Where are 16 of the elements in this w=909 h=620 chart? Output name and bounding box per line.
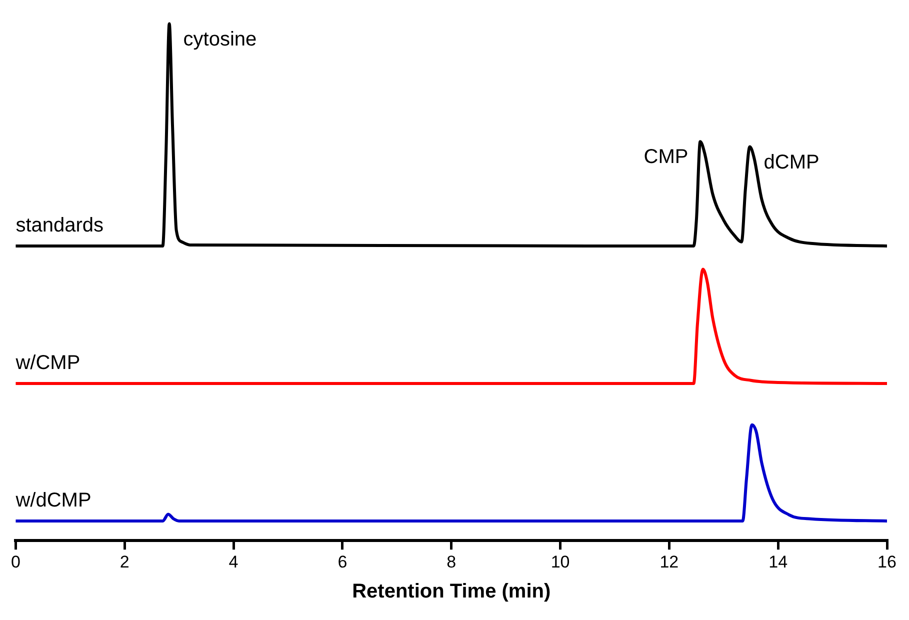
- series-label: standards: [16, 214, 104, 237]
- x-tick-label: 12: [660, 552, 679, 572]
- x-tick-label: 0: [10, 552, 20, 572]
- x-tick-label: 14: [768, 552, 788, 572]
- series-label: w/CMP: [14, 352, 80, 374]
- x-tick-label: 4: [228, 552, 238, 572]
- x-tick-label: 2: [120, 552, 130, 572]
- annotation: dCMP: [764, 151, 820, 174]
- x-tick-label: 8: [446, 552, 456, 572]
- annotation: cytosine: [183, 28, 257, 50]
- x-tick-label: 16: [878, 552, 896, 572]
- annotation: CMP: [644, 146, 688, 168]
- x-tick-label: 10: [550, 552, 570, 572]
- series-label: w/dCMP: [14, 489, 92, 512]
- x-tick-label: 6: [338, 552, 348, 572]
- x-axis-title: Retention Time (min): [352, 580, 551, 603]
